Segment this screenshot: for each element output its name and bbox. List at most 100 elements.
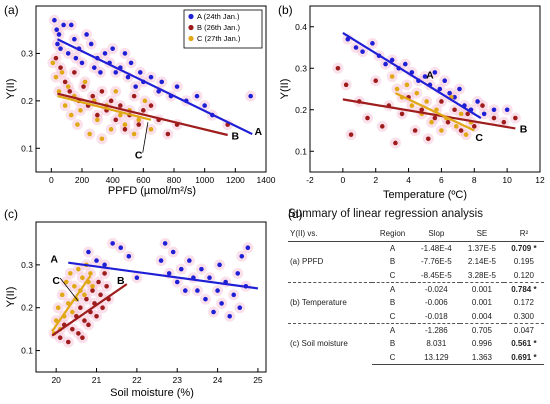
se-cell: 0.705: [460, 322, 504, 338]
data-point: [99, 136, 105, 142]
annotation-label: C: [135, 150, 143, 162]
y-tick-label: 0.2: [295, 105, 307, 115]
x-tick-label: 25: [253, 375, 263, 385]
annotation-label: C: [52, 275, 60, 287]
data-point: [404, 82, 410, 88]
data-point: [94, 313, 99, 319]
data-point: [126, 253, 132, 259]
data-point: [345, 36, 351, 42]
slope-cell: -1.48E-4: [420, 244, 452, 254]
data-point: [55, 41, 60, 47]
data-point: [113, 89, 119, 94]
table-row: (b) Temperature A -0.024 0.001 0.784 *: [288, 281, 544, 324]
chart-ppfd: 0 200 400 600 800 1000 1200 1400 0.1 0.2 0.3 PPFD (…: [5, 5, 276, 197]
data-point: [90, 288, 95, 293]
data-point: [137, 70, 143, 75]
se-cell: 2.14E-5: [467, 257, 496, 267]
data-point: [158, 258, 164, 263]
x-tick-label: 22: [132, 375, 142, 385]
fit-line-b: [57, 92, 228, 137]
header-se: SE: [460, 226, 504, 242]
r2-cell: 0.120: [513, 270, 534, 280]
data-point: [174, 279, 180, 285]
data-point: [194, 93, 200, 99]
data-point: [65, 84, 71, 89]
data-point: [174, 84, 180, 89]
data-point: [90, 93, 96, 99]
y-tick-label: 0.2: [21, 303, 33, 313]
data-point: [504, 107, 510, 113]
data-point: [78, 305, 83, 311]
x-tick-label: 800: [167, 175, 181, 185]
data-point: [136, 122, 142, 127]
data-point: [80, 335, 85, 341]
r2-cell: 0.561 *: [511, 339, 537, 349]
data-point: [102, 262, 107, 268]
data-point: [63, 279, 69, 285]
se-cell: 1.363: [460, 350, 504, 365]
data-point: [432, 70, 438, 75]
data-point: [491, 115, 497, 121]
data-point: [425, 136, 431, 142]
y-axis-label: Y(II): [5, 287, 17, 308]
data-point: [465, 111, 471, 117]
table-row: C -8.45E-5 3.28E-5 0.120: [288, 269, 544, 283]
slope-cell: 13.129: [412, 350, 461, 365]
data-point: [245, 245, 251, 251]
data-point: [53, 318, 59, 323]
plot-frame: [35, 5, 267, 173]
fit-line-c: [394, 92, 475, 132]
data-point: [86, 322, 91, 328]
legend-marker: [188, 35, 194, 42]
data-point: [481, 111, 487, 117]
x-tick-label: 0: [340, 175, 345, 185]
data-point: [82, 318, 87, 323]
data-point: [239, 253, 245, 259]
data-point: [95, 117, 100, 123]
legend-marker: [188, 24, 194, 31]
data-point: [389, 74, 395, 79]
x-tick-label: 23: [172, 375, 182, 385]
data-point: [70, 326, 75, 332]
data-point: [202, 103, 207, 108]
data-point: [90, 283, 95, 289]
data-point: [159, 79, 165, 85]
x-tick-label: 4: [406, 175, 411, 185]
data-point: [102, 271, 107, 276]
x-tick-label: 2: [373, 175, 378, 185]
annotation-label: A: [50, 254, 58, 266]
table-title: Summary of linear regression analysis: [288, 208, 483, 220]
x-tick-label: 20: [51, 375, 61, 385]
y-tick-label: 0.1: [21, 143, 33, 153]
r2-cell: 0.172: [513, 298, 534, 308]
data-point: [237, 305, 243, 311]
data-point: [54, 27, 59, 33]
data-point: [125, 74, 131, 80]
data-point: [142, 98, 148, 104]
data-point: [182, 288, 188, 293]
data-point: [110, 46, 115, 51]
data-point: [122, 122, 128, 127]
data-point: [62, 79, 68, 85]
x-tick-label: 8: [472, 175, 477, 185]
data-point: [53, 74, 59, 80]
regression-summary: Summary of linear regression analysis Y(…: [286, 206, 550, 404]
data-point: [432, 115, 438, 121]
x-tick-label: 600: [136, 175, 150, 185]
data-point: [452, 107, 457, 113]
r2-cell: 0.784 *: [503, 281, 544, 297]
table-row: (a) PPFD A -1.48E-4 1.37E-5 0.709 *: [288, 242, 544, 266]
x-axis-label: Soil moisture (%): [110, 387, 194, 399]
data-point: [211, 309, 216, 315]
data-point: [379, 124, 385, 129]
data-point: [187, 258, 192, 263]
y-tick-label: 0.4: [295, 22, 307, 32]
data-point: [170, 249, 176, 255]
data-point: [335, 65, 341, 71]
data-point: [458, 128, 464, 133]
region-cell: C: [372, 350, 413, 365]
data-point: [445, 119, 451, 125]
region-cell: A: [372, 322, 413, 338]
data-point: [373, 78, 379, 83]
data-point: [235, 271, 241, 276]
